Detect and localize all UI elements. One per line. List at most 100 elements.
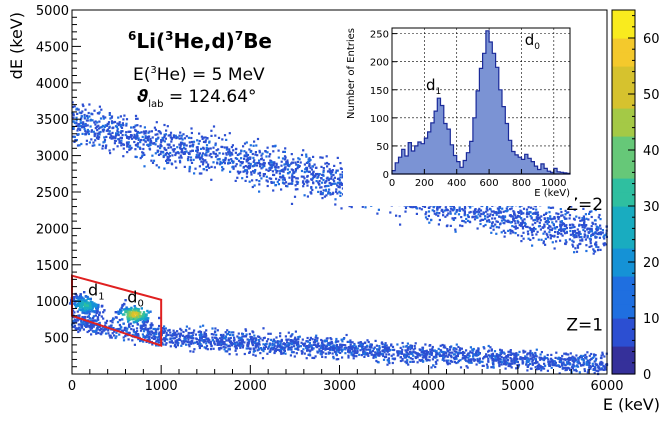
data-point xyxy=(593,353,595,355)
data-point xyxy=(459,224,461,226)
data-point xyxy=(150,140,152,142)
data-point xyxy=(436,352,438,354)
data-point xyxy=(392,346,394,348)
data-point xyxy=(530,207,532,209)
data-point xyxy=(467,357,469,359)
data-point xyxy=(280,343,282,345)
data-point xyxy=(93,110,95,112)
data-point xyxy=(115,337,117,339)
data-point xyxy=(470,346,472,348)
data-point xyxy=(102,145,104,147)
data-point xyxy=(196,139,198,141)
data-point xyxy=(180,329,182,331)
data-point xyxy=(230,331,232,333)
data-point xyxy=(465,221,467,223)
data-point xyxy=(167,147,169,149)
data-point xyxy=(175,342,177,344)
data-point xyxy=(544,218,546,220)
data-point xyxy=(544,231,546,233)
data-point xyxy=(293,345,295,347)
data-point xyxy=(296,352,298,354)
data-point xyxy=(107,133,109,135)
data-point xyxy=(214,144,216,146)
data-point xyxy=(258,160,260,162)
data-point xyxy=(400,360,402,362)
data-point xyxy=(535,233,537,235)
data-point xyxy=(311,165,313,167)
data-point xyxy=(163,328,165,330)
data-point xyxy=(585,250,587,252)
data-point xyxy=(295,331,297,333)
data-point xyxy=(339,352,341,354)
data-point xyxy=(141,131,143,133)
hotspot-point xyxy=(134,315,136,317)
data-point xyxy=(302,185,304,187)
data-point xyxy=(532,208,534,210)
data-point xyxy=(335,353,337,355)
data-point xyxy=(565,225,567,227)
data-point xyxy=(126,135,128,137)
data-point xyxy=(174,344,176,346)
data-point xyxy=(145,137,147,139)
data-point xyxy=(603,244,605,246)
hotspot-point xyxy=(101,305,103,307)
data-point xyxy=(89,313,91,315)
data-point xyxy=(334,347,336,349)
data-point xyxy=(438,348,440,350)
data-point xyxy=(273,162,275,164)
data-point xyxy=(540,353,542,355)
data-point xyxy=(309,171,311,173)
data-point xyxy=(188,332,190,334)
data-point xyxy=(340,192,342,194)
data-point xyxy=(390,344,392,346)
data-point xyxy=(267,348,269,350)
data-point xyxy=(546,223,548,225)
hotspot-point xyxy=(130,317,132,319)
data-point xyxy=(228,161,230,163)
hotspot-point xyxy=(91,304,93,306)
data-point xyxy=(518,212,520,214)
data-point xyxy=(214,166,216,168)
data-point xyxy=(432,346,434,348)
data-point xyxy=(434,366,436,368)
data-point xyxy=(178,152,180,154)
data-point xyxy=(82,104,84,106)
data-point xyxy=(369,352,371,354)
data-point xyxy=(267,185,269,187)
data-point xyxy=(300,345,302,347)
data-point xyxy=(123,148,125,150)
data-point xyxy=(443,351,445,353)
hotspot-point xyxy=(127,313,129,315)
data-point xyxy=(523,218,525,220)
hotspot-point xyxy=(144,316,146,318)
data-point xyxy=(326,165,328,167)
data-point xyxy=(273,182,275,184)
data-point xyxy=(98,121,100,123)
data-point xyxy=(113,334,115,336)
data-point xyxy=(137,118,139,120)
data-point xyxy=(337,157,339,159)
data-point xyxy=(284,151,286,153)
hotspot-point xyxy=(139,315,141,317)
data-point xyxy=(495,220,497,222)
data-point xyxy=(118,334,120,336)
data-point xyxy=(174,154,176,156)
data-point xyxy=(411,352,413,354)
data-point xyxy=(488,345,490,347)
data-point xyxy=(267,147,269,149)
data-point xyxy=(211,337,213,339)
data-point xyxy=(281,347,283,349)
data-point xyxy=(474,218,476,220)
data-point xyxy=(576,251,578,253)
data-point xyxy=(154,338,156,340)
data-point xyxy=(599,225,601,227)
data-point xyxy=(386,364,388,366)
hotspot-point xyxy=(129,308,131,310)
data-point xyxy=(87,325,89,327)
data-point xyxy=(521,235,523,237)
data-point xyxy=(595,232,597,234)
data-point xyxy=(539,367,541,369)
data-point xyxy=(503,230,505,232)
data-point xyxy=(571,226,573,228)
data-point xyxy=(565,218,567,220)
